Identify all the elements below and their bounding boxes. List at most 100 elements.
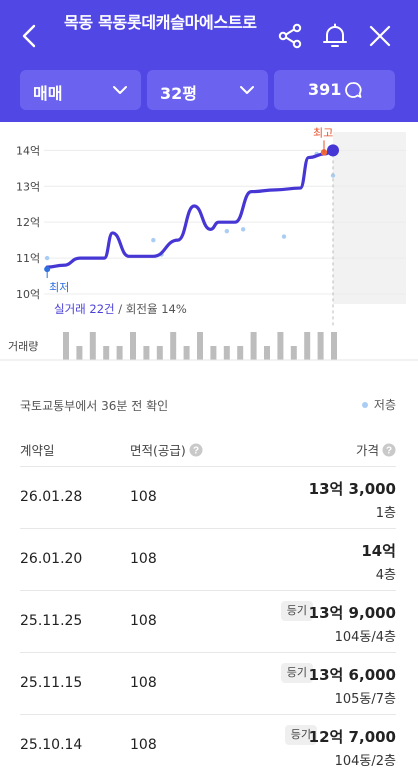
volume-bar <box>290 346 297 360</box>
share-icon[interactable] <box>276 22 304 50</box>
y-tick-label: 11억 <box>16 252 40 265</box>
volume-bar <box>76 346 83 360</box>
volume-bar <box>210 346 217 360</box>
row-floor: 4층 <box>375 568 396 583</box>
page-title: 목동 목동롯데캐슬마에스트로 <box>64 13 257 32</box>
table-row[interactable]: 25.11.25 108 등기 13억 9,000 104동/4층 <box>20 590 396 652</box>
volume-bar <box>237 346 244 360</box>
current-point <box>327 144 339 157</box>
volume-bar <box>277 332 284 360</box>
volume-bar <box>170 332 177 360</box>
volume-bar <box>183 346 190 360</box>
table-header: 계약일 면적(공급)? 가격? <box>20 440 396 460</box>
help-icon[interactable]: ? <box>189 443 203 457</box>
volume-bar <box>89 332 96 360</box>
talk-count: 391 <box>308 80 342 99</box>
row-date: 26.01.20 <box>20 551 83 567</box>
row-area: 108 <box>130 675 157 691</box>
data-source: 국토교통부에서 36분 전 확인 <box>20 399 169 413</box>
y-tick-label: 13억 <box>16 180 40 193</box>
table-row[interactable]: 25.10.14 108 등기 12억 7,000 104동/2층 <box>20 714 396 776</box>
low-floor-point <box>281 234 287 239</box>
legend-dot <box>361 402 368 408</box>
row-floor: 104동/2층 <box>334 754 396 769</box>
registered-badge: 등기 <box>280 663 313 683</box>
volume-label: 거래량 <box>8 340 39 353</box>
row-date: 25.11.25 <box>20 613 83 629</box>
min-point <box>44 266 51 273</box>
turnover-rate: / 회전율 14% <box>114 302 187 316</box>
talk-button[interactable]: 391 <box>274 70 395 110</box>
row-area: 108 <box>130 551 157 567</box>
volume-bar <box>130 332 136 360</box>
deal-type-select[interactable]: 매매 <box>20 70 141 110</box>
row-date: 25.11.15 <box>20 675 83 691</box>
low-floor-point <box>330 173 336 178</box>
row-price: 13억 3,000 <box>308 480 396 498</box>
volume-bar <box>63 332 69 360</box>
volume-bar <box>116 346 123 360</box>
trade-count: 실거래 22건 <box>54 302 115 316</box>
row-area: 108 <box>130 737 157 753</box>
min-label: 최저 <box>49 281 69 294</box>
row-price: 13억 9,000 <box>308 604 396 622</box>
table-row[interactable]: 26.01.28 108 13억 3,000 1층 <box>20 466 396 528</box>
price-chart[interactable]: 14억13억12억11억10억최저최고2024.012025.012026.01… <box>0 122 418 372</box>
volume-bar <box>250 332 257 360</box>
y-tick-label: 14억 <box>16 144 40 157</box>
volume-bar <box>264 346 270 360</box>
registered-badge: 등기 <box>280 601 313 621</box>
price-chart-svg: 14억13억12억11억10억최저최고2024.012025.012026.01 <box>0 126 418 361</box>
volume-bar <box>223 346 230 360</box>
row-date: 26.01.28 <box>20 489 83 505</box>
legend-low-floor: 저층 <box>361 396 396 413</box>
bell-icon[interactable] <box>321 22 349 50</box>
price-line <box>45 148 335 269</box>
volume-bar <box>331 332 337 360</box>
y-tick-label: 10억 <box>16 288 40 301</box>
volume-bar <box>304 332 311 360</box>
low-floor-point <box>151 237 156 243</box>
row-price: 12억 7,000 <box>308 728 396 746</box>
area-select[interactable]: 32평 <box>147 70 268 110</box>
table-row[interactable]: 26.01.20 108 14억 4층 <box>20 528 396 590</box>
chevron-down-icon <box>240 86 254 94</box>
header-area-label: 면적(공급) <box>130 443 186 458</box>
header-price-label: 가격 <box>355 443 379 458</box>
max-label: 최고 <box>313 126 333 139</box>
volume-bar <box>103 346 110 360</box>
help-icon[interactable]: ? <box>382 443 396 457</box>
registered-badge: 등기 <box>284 725 317 745</box>
chat-bubble-icon <box>345 82 362 98</box>
volume-bar <box>156 346 163 360</box>
row-floor: 105동/7층 <box>334 692 396 707</box>
deal-type-label: 매매 <box>33 84 63 103</box>
header-area: 면적(공급)? <box>130 440 203 459</box>
table-row[interactable]: 25.11.15 108 등기 13억 6,000 105동/7층 <box>20 652 396 714</box>
header-price: 가격? <box>356 440 396 459</box>
legend-low-label: 저층 <box>373 398 396 412</box>
row-area: 108 <box>130 613 157 629</box>
transactions-list: 26.01.28 108 13억 3,000 1층 26.01.20 108 1… <box>20 466 396 776</box>
trade-summary: 실거래 22건 / 회전율 14% <box>54 301 187 317</box>
back-arrow-icon[interactable] <box>18 22 42 50</box>
volume-bar <box>143 346 150 360</box>
low-floor-point <box>44 255 50 261</box>
header-date: 계약일 <box>20 443 55 458</box>
volume-bar <box>317 332 324 360</box>
row-price: 14억 <box>361 542 396 560</box>
row-price: 13억 6,000 <box>308 666 396 684</box>
svg-text:?: ? <box>386 446 392 457</box>
row-floor: 1층 <box>375 506 396 521</box>
close-icon[interactable] <box>366 22 394 50</box>
low-floor-point <box>240 227 246 232</box>
row-floor: 104동/4층 <box>334 630 396 645</box>
low-floor-point <box>224 228 230 234</box>
row-date: 25.10.14 <box>20 737 83 753</box>
row-area: 108 <box>130 489 157 505</box>
volume-bar <box>197 332 203 360</box>
svg-text:?: ? <box>193 446 199 457</box>
future-region <box>333 132 406 304</box>
y-tick-label: 12억 <box>16 216 40 229</box>
app-header: 목동 목동롯데캐슬마에스트로 매매 32평 391 <box>0 0 418 122</box>
